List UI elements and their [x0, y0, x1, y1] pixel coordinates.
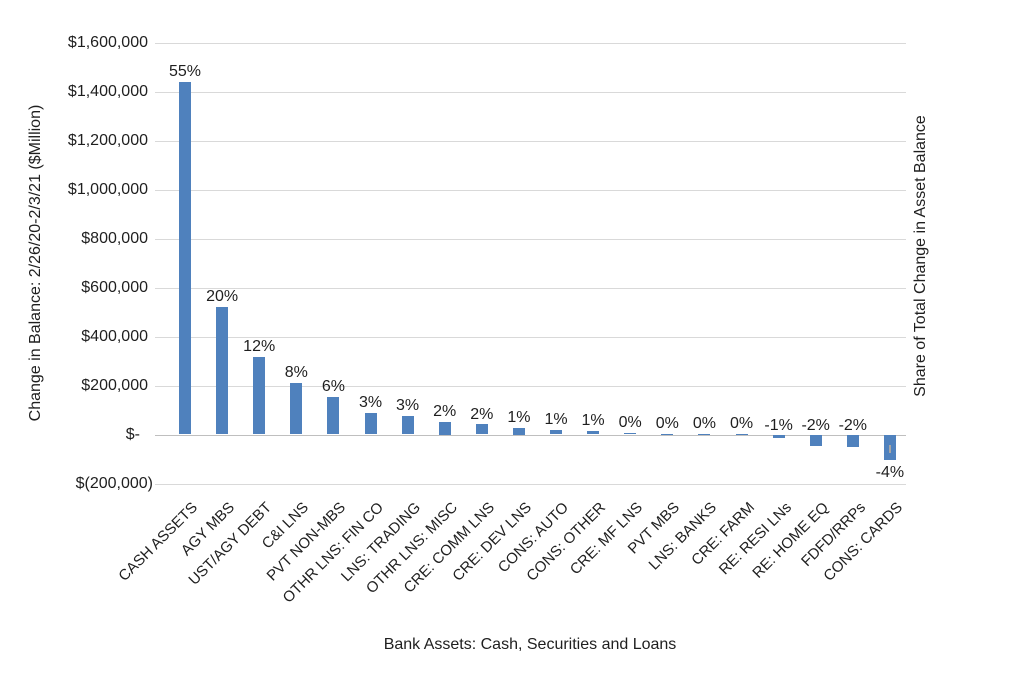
bar — [364, 413, 377, 435]
bar — [624, 432, 637, 435]
bar-value-label: -2% — [838, 417, 868, 434]
bar-value-label: 12% — [243, 337, 276, 355]
y-tick-label: $1,600,000 — [67, 33, 148, 51]
bar — [216, 307, 229, 435]
gridline — [155, 140, 906, 142]
y-tick-label: $400,000 — [81, 327, 148, 345]
bar-inner-mark — [888, 444, 891, 453]
gridline — [155, 42, 906, 44]
bar — [550, 430, 562, 435]
bar — [661, 433, 674, 435]
gridline — [155, 189, 906, 191]
bar-value-label: -1% — [764, 417, 793, 434]
y-tick-label: $1,200,000 — [67, 131, 148, 149]
bar-value-label: 0% — [655, 414, 679, 432]
bar — [179, 81, 191, 435]
bar-value-label: 8% — [284, 364, 308, 382]
bar-value-label: 1% — [544, 411, 568, 429]
bar-value-label: 3% — [396, 397, 420, 415]
bar-value-label: 6% — [321, 378, 345, 395]
bar-value-label: -2% — [801, 417, 830, 434]
bar-value-label: 1% — [507, 409, 531, 427]
x-axis-title: Bank Assets: Cash, Securities and Loans — [383, 636, 677, 653]
bar — [772, 435, 785, 438]
y-tick-label: $- — [125, 425, 140, 443]
gridline — [155, 287, 906, 289]
bar — [327, 397, 340, 435]
bar — [587, 431, 600, 435]
bar-value-label: 55% — [168, 62, 202, 80]
bar — [846, 435, 859, 448]
bar-value-label: 20% — [206, 288, 239, 306]
y-tick-label: $(200,000) — [75, 474, 153, 492]
bar-value-label: 0% — [618, 413, 642, 431]
gridline — [155, 385, 906, 387]
bar — [438, 422, 451, 435]
bar — [512, 428, 525, 435]
bar-value-label: 2% — [433, 403, 457, 421]
y-tick-label: $200,000 — [81, 376, 148, 394]
gridline — [155, 91, 906, 93]
y-tick-label: $800,000 — [81, 229, 148, 247]
x-axis-line — [155, 434, 906, 436]
y-tick-label: $1,400,000 — [67, 82, 148, 100]
right-axis-title: Share of Total Change in Asset Balance — [912, 115, 929, 397]
y-tick-label: $600,000 — [81, 278, 148, 296]
bar — [253, 356, 266, 435]
bar — [809, 435, 822, 447]
bar-value-label: -4% — [875, 464, 905, 481]
bar-value-label: 2% — [470, 405, 494, 423]
bar-value-label: 3% — [358, 394, 383, 412]
bar — [401, 416, 414, 435]
bar — [475, 424, 488, 435]
bar — [290, 383, 303, 435]
gridline — [155, 238, 906, 240]
bar-value-label: 1% — [581, 412, 605, 430]
y-tick-label: $1,000,000 — [67, 180, 148, 198]
gridline — [155, 336, 906, 338]
bar-value-label: 0% — [692, 415, 716, 432]
bar-value-label: 0% — [729, 415, 754, 433]
gridline — [155, 483, 906, 485]
